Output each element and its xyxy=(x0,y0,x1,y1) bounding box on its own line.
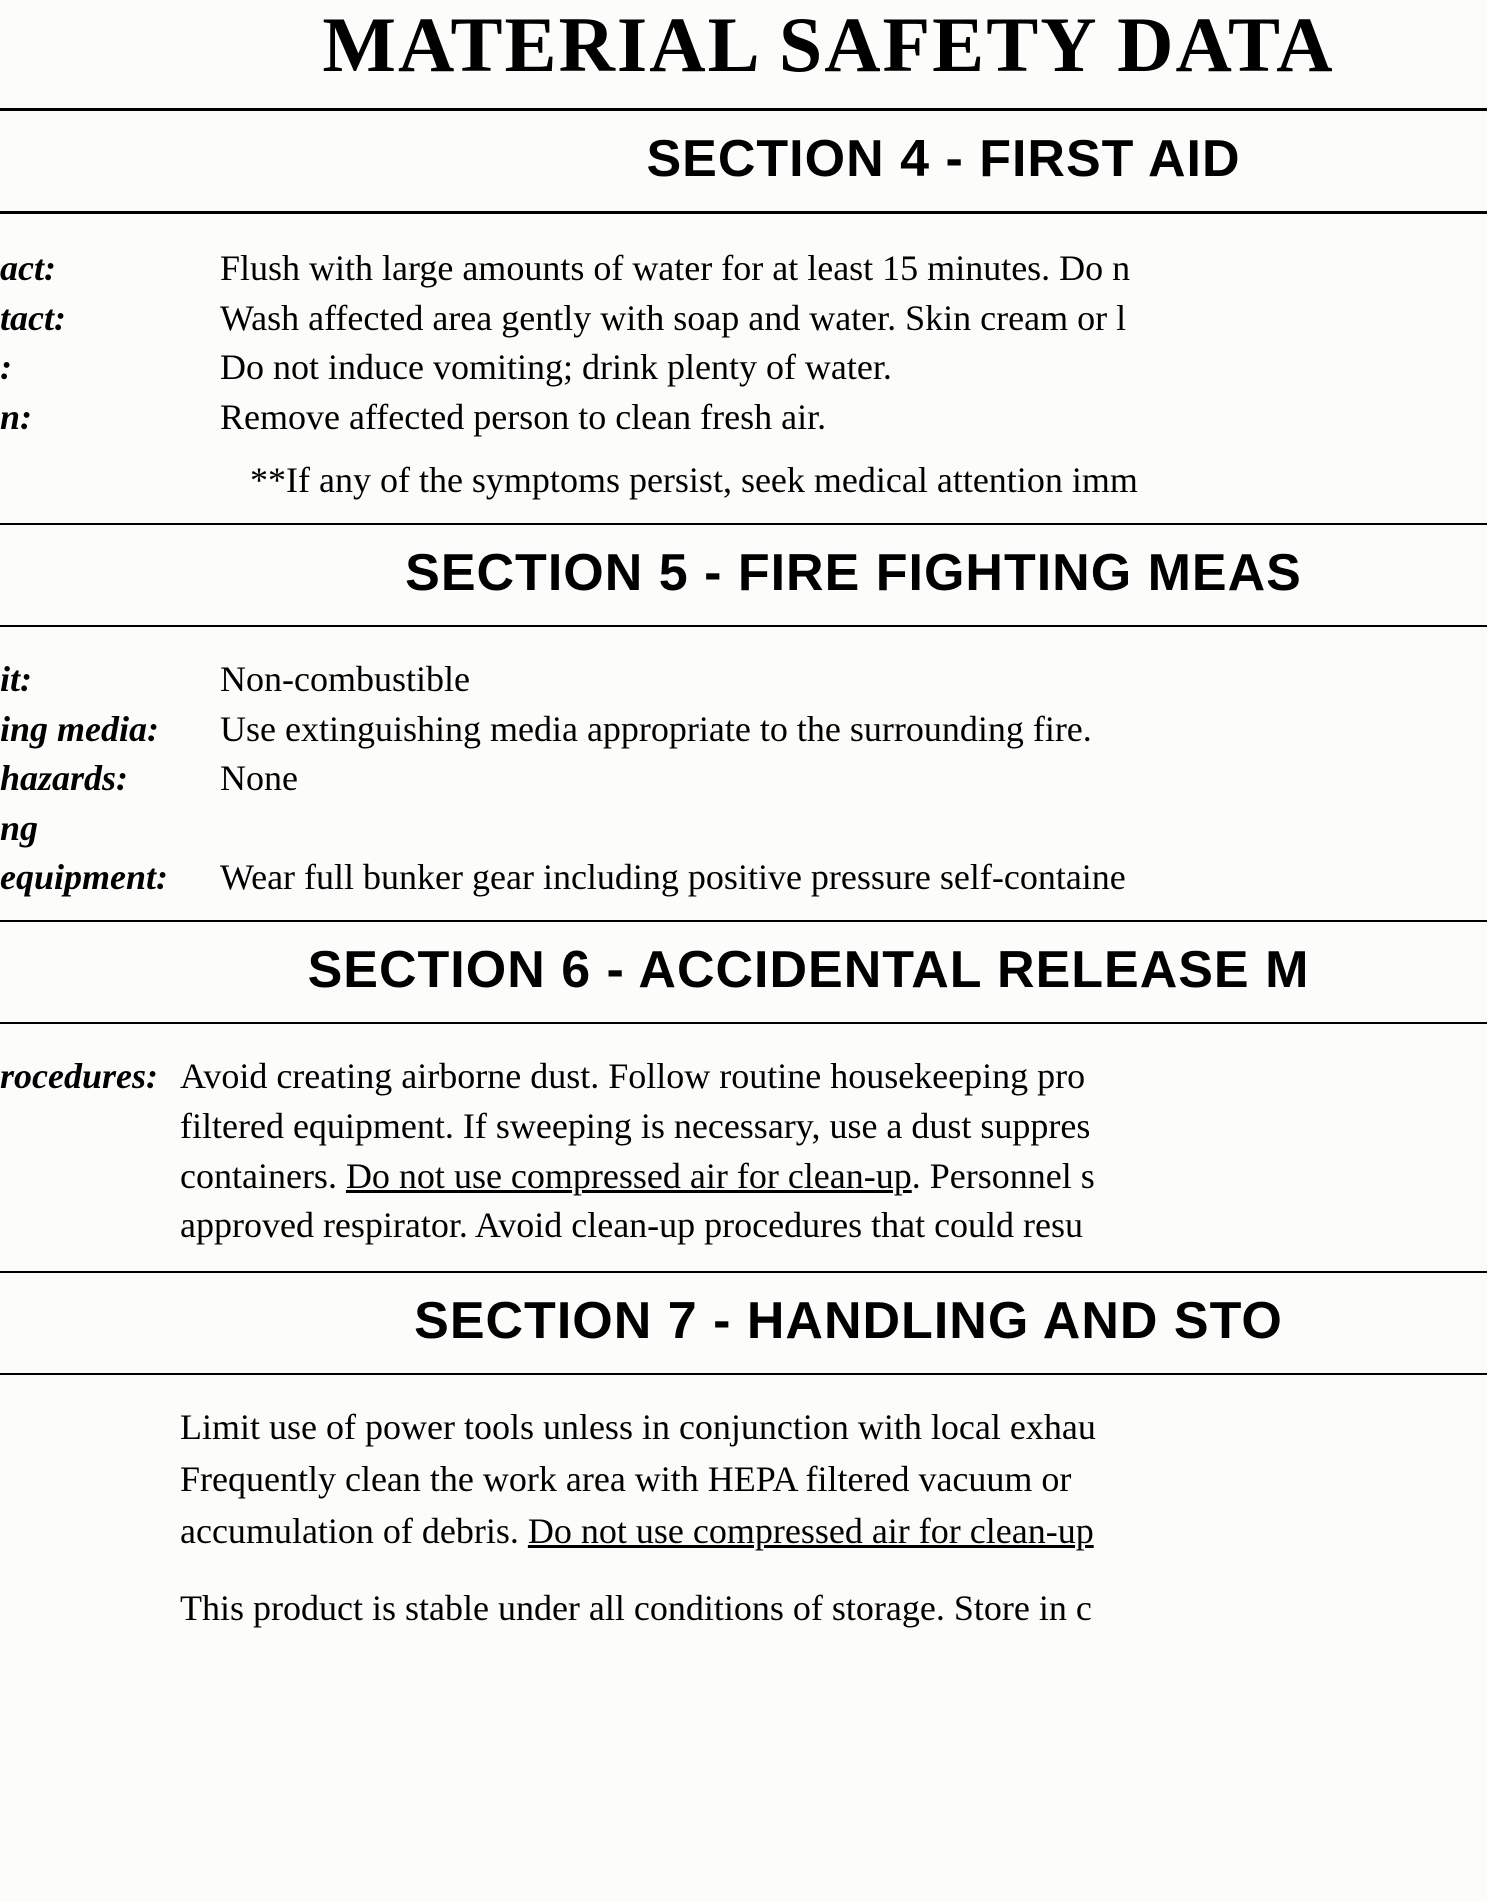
s6-line-2: containers. Do not use compressed air fo… xyxy=(180,1152,1095,1202)
s6-l2-pre: containers. xyxy=(180,1156,346,1196)
s6-row: rocedures: Avoid creating airborne dust.… xyxy=(0,1052,1487,1251)
section7-header-wrap: SECTION 7 - HANDLING AND STO xyxy=(0,1273,1487,1373)
s6-line-3: approved respirator. Avoid clean-up proc… xyxy=(180,1201,1095,1251)
s5-row-4: equipment: Wear full bunker gear includi… xyxy=(0,853,1487,903)
s4-label-1: tact: xyxy=(0,294,220,343)
s4-row-1: tact: Wash affected area gently with soa… xyxy=(0,294,1487,344)
section6-header: SECTION 6 - ACCIDENTAL RELEASE M xyxy=(130,940,1487,1000)
section5-header-wrap: SECTION 5 - FIRE FIGHTING MEAS xyxy=(0,525,1487,625)
s6-line-1: filtered equipment. If sweeping is neces… xyxy=(180,1102,1095,1152)
s6-label: rocedures: xyxy=(0,1052,180,1101)
s7-l2-underline: Do not use compressed air for clean-up xyxy=(528,1511,1094,1551)
s4-value-3: Remove affected person to clean fresh ai… xyxy=(220,393,826,443)
s5-label-3: ng xyxy=(0,804,220,853)
s5-value-4: Wear full bunker gear including positive… xyxy=(220,853,1126,903)
s6-para: Avoid creating airborne dust. Follow rou… xyxy=(180,1052,1095,1251)
s6-l2-underline: Do not use compressed air for clean-up xyxy=(346,1156,912,1196)
s5-value-2: None xyxy=(220,754,298,804)
s7-l1: Frequently clean the work area with HEPA… xyxy=(180,1453,1487,1505)
s7-para1: Limit use of power tools unless in conju… xyxy=(0,1401,1487,1558)
s7-para2: This product is stable under all conditi… xyxy=(0,1582,1487,1634)
s5-label-4: equipment: xyxy=(0,853,220,902)
s5-row-3: ng xyxy=(0,804,1487,853)
s4-value-1: Wash affected area gently with soap and … xyxy=(220,294,1126,344)
section6-header-wrap: SECTION 6 - ACCIDENTAL RELEASE M xyxy=(0,922,1487,1022)
s4-row-0: act: Flush with large amounts of water f… xyxy=(0,244,1487,294)
s4-note: **If any of the symptoms persist, seek m… xyxy=(0,455,1487,505)
section5-content: it: Non-combustible ing media: Use extin… xyxy=(0,627,1487,920)
msds-page: MATERIAL SAFETY DATA SECTION 4 - FIRST A… xyxy=(0,0,1487,1902)
s5-row-0: it: Non-combustible xyxy=(0,655,1487,705)
section4-header-wrap: SECTION 4 - FIRST AID xyxy=(0,111,1487,211)
section4-content: act: Flush with large amounts of water f… xyxy=(0,214,1487,523)
section7-header: SECTION 7 - HANDLING AND STO xyxy=(210,1291,1487,1351)
s6-line-0: Avoid creating airborne dust. Follow rou… xyxy=(180,1052,1095,1102)
s4-label-2: : xyxy=(0,343,220,392)
s5-label-1: ing media: xyxy=(0,705,220,754)
s4-value-2: Do not induce vomiting; drink plenty of … xyxy=(220,343,892,393)
s6-l2-post: . Personnel s xyxy=(912,1156,1095,1196)
s4-row-2: : Do not induce vomiting; drink plenty o… xyxy=(0,343,1487,393)
section6-content: rocedures: Avoid creating airborne dust.… xyxy=(0,1024,1487,1271)
s5-label-2: hazards: xyxy=(0,754,220,803)
s5-row-1: ing media: Use extinguishing media appro… xyxy=(0,705,1487,755)
s4-value-0: Flush with large amounts of water for at… xyxy=(220,244,1130,294)
document-title: MATERIAL SAFETY DATA xyxy=(170,0,1487,90)
s5-value-1: Use extinguishing media appropriate to t… xyxy=(220,705,1092,755)
s7-l0: Limit use of power tools unless in conju… xyxy=(180,1401,1487,1453)
s5-row-2: hazards: None xyxy=(0,754,1487,804)
s4-label-3: n: xyxy=(0,393,220,442)
s5-label-0: it: xyxy=(0,655,220,704)
s4-row-3: n: Remove affected person to clean fresh… xyxy=(0,393,1487,443)
s4-label-0: act: xyxy=(0,244,220,293)
section7-content: Limit use of power tools unless in conju… xyxy=(0,1375,1487,1634)
s7-l2-pre: accumulation of debris. xyxy=(180,1511,528,1551)
section5-header: SECTION 5 - FIRE FIGHTING MEAS xyxy=(220,543,1487,603)
s5-value-0: Non-combustible xyxy=(220,655,470,705)
section4-header: SECTION 4 - FIRST AID xyxy=(400,129,1487,189)
s7-l2: accumulation of debris. Do not use compr… xyxy=(180,1505,1487,1557)
